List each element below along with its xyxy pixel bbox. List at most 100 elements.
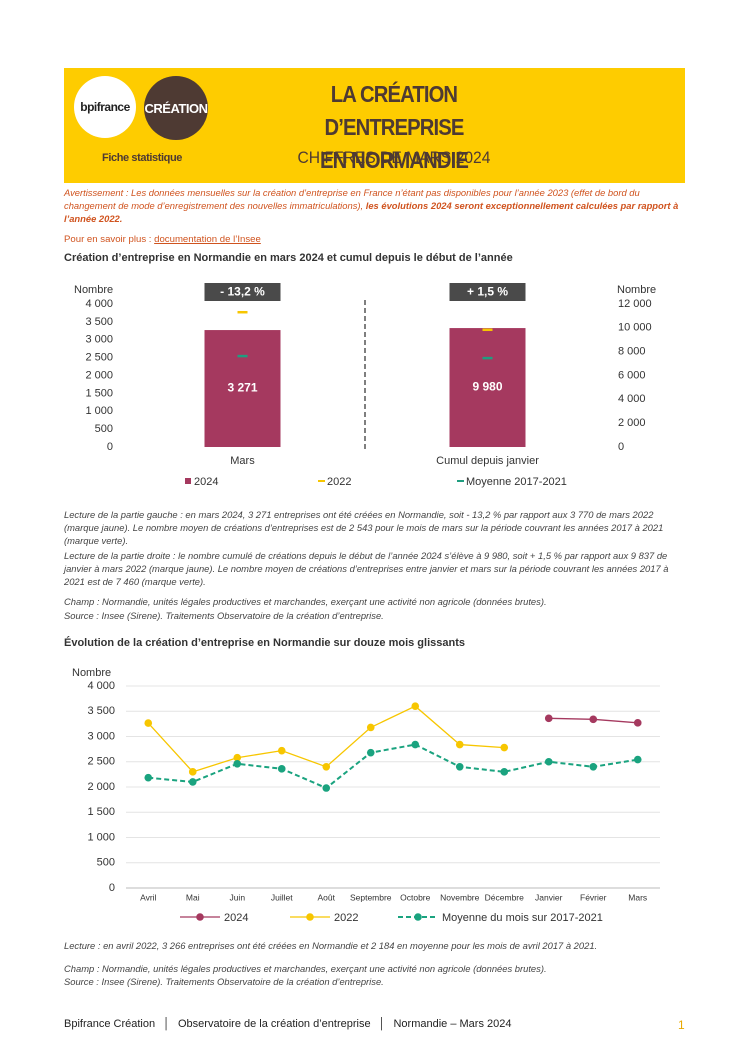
legend-label: 2022 xyxy=(327,476,351,488)
data-point xyxy=(188,778,197,786)
data-point xyxy=(411,740,420,749)
bar xyxy=(449,328,526,447)
y-axis-title: Nombre xyxy=(72,667,111,679)
legend-label: Moyenne 2017-2021 xyxy=(466,476,567,488)
source-note: Source : Insee (Sirene). Traitements Obs… xyxy=(64,610,384,621)
x-tick-label: Avril xyxy=(140,892,156,902)
x-tick-label: Août xyxy=(318,892,336,902)
reading-note: Lecture de la partie droite : le nombre … xyxy=(64,550,669,587)
x-tick-label: Mai xyxy=(186,892,200,902)
y-tick-label: 500 xyxy=(97,857,115,869)
change-box xyxy=(449,283,526,301)
data-point xyxy=(144,773,153,782)
footer-item: Bpifrance Création xyxy=(64,1018,156,1030)
y-tick-label: 1 000 xyxy=(87,831,115,843)
change-box xyxy=(204,283,281,301)
y-tick-label: 3 000 xyxy=(87,730,115,742)
data-point xyxy=(277,765,286,773)
y-tick-label: 0 xyxy=(109,882,115,894)
change-label: + 1,5 % xyxy=(467,285,508,299)
data-point xyxy=(322,784,331,792)
legend-swatch xyxy=(185,478,191,484)
y-tick-label: 3 000 xyxy=(85,334,113,346)
y2-tick-label: 8 000 xyxy=(618,346,646,358)
footer: Bpifrance Création │ Observatoire de la cr… xyxy=(64,1018,512,1030)
y-tick-label: 1 000 xyxy=(85,405,113,417)
reading-note: Lecture de la partie gauche : en mars 20… xyxy=(64,509,664,546)
warning-emphasis: les évolutions 2024 seront exceptionnell… xyxy=(64,200,679,224)
tagline: Fiche statistique xyxy=(102,152,182,164)
series-line xyxy=(148,743,638,790)
y-tick-label: 1 500 xyxy=(85,387,113,399)
scope-note: Champ : Normandie, unités légales produc… xyxy=(64,963,547,974)
y2-tick-label: 0 xyxy=(618,441,624,453)
data-point xyxy=(500,768,509,776)
y-tick-label: 0 xyxy=(107,441,113,453)
chart-title: Création d’entreprise en Normandie en ma… xyxy=(64,252,513,264)
x-tick-label: Janvier xyxy=(535,892,563,902)
legend-label: 2022 xyxy=(334,912,358,924)
data-point xyxy=(144,719,153,727)
footer-item: Normandie – Mars 2024 xyxy=(393,1018,512,1030)
x-tick-label: Décembre xyxy=(485,892,524,902)
warning: Avertissement : Les données mensuelles s… xyxy=(64,186,684,225)
legend-label: 2024 xyxy=(194,476,218,488)
y-tick-label: 3 500 xyxy=(87,705,115,717)
x-tick-label: Novembre xyxy=(440,892,479,902)
x-tick-label: Mars xyxy=(628,892,647,902)
x-tick-label: Mars xyxy=(230,455,255,467)
legend-swatch xyxy=(196,913,204,921)
data-point xyxy=(233,753,242,762)
data-point xyxy=(188,768,197,776)
x-tick-label: Juillet xyxy=(271,892,293,902)
legend-swatch xyxy=(414,913,422,921)
y-axis-title: Nombre xyxy=(74,284,113,296)
y-tick-label: 500 xyxy=(95,423,113,435)
y2-tick-label: 2 000 xyxy=(618,417,646,429)
data-point xyxy=(589,715,598,724)
x-tick-label: Février xyxy=(580,892,607,902)
data-point xyxy=(411,702,420,710)
bar-value-label: 9 980 xyxy=(472,380,502,394)
y-tick-label: 2 000 xyxy=(85,369,113,381)
reading-note: Lecture : en avril 2022, 3 266 entrepris… xyxy=(64,940,598,951)
y-tick-label: 4 000 xyxy=(85,298,113,310)
data-point xyxy=(366,748,375,757)
scope-note: Champ : Normandie, unités légales produc… xyxy=(64,596,547,607)
legend-label: Moyenne du mois sur 2017-2021 xyxy=(442,912,603,924)
page-number: 1 xyxy=(678,1018,685,1032)
y2-axis-title: Nombre xyxy=(617,284,656,296)
x-tick-label: Cumul depuis janvier xyxy=(436,455,539,467)
x-tick-label: Septembre xyxy=(350,892,392,902)
legend-label: 2024 xyxy=(224,912,248,924)
legend-swatch xyxy=(306,913,314,921)
chart-title: Évolution de la création d’entreprise en… xyxy=(64,637,465,649)
change-label: - 13,2 % xyxy=(220,285,265,299)
title: LA CRÉATION D’ENTREPRISE EN NORMANDIE xyxy=(262,78,526,177)
data-point xyxy=(233,759,242,768)
logo-bpifrance: bpifrance xyxy=(74,76,136,138)
data-point xyxy=(455,740,464,749)
title-line: LA CRÉATION D’ENTREPRISE xyxy=(324,81,464,140)
data-point xyxy=(633,719,642,727)
data-point xyxy=(500,743,509,752)
data-point xyxy=(544,757,553,766)
warning-text: Avertissement : Les données mensuelles s… xyxy=(64,187,640,211)
data-point xyxy=(277,746,286,755)
data-point xyxy=(544,714,553,723)
x-tick-label: Juin xyxy=(229,892,245,902)
subtitle: CHIFFRES DE MARS 2024 xyxy=(297,148,491,167)
insee-link[interactable]: documentation de l’Insee xyxy=(154,234,261,245)
footer-item: Observatoire de la création d’entreprise xyxy=(177,1018,371,1030)
logo-creation: CRÉATION xyxy=(144,76,208,140)
data-point xyxy=(589,763,598,771)
y-tick-label: 4 000 xyxy=(87,680,115,692)
y-tick-label: 2 500 xyxy=(85,352,113,364)
y-tick-label: 2 000 xyxy=(87,781,115,793)
y2-tick-label: 10 000 xyxy=(618,322,652,334)
x-tick-label: Octobre xyxy=(400,892,431,902)
y2-tick-label: 6 000 xyxy=(618,369,646,381)
